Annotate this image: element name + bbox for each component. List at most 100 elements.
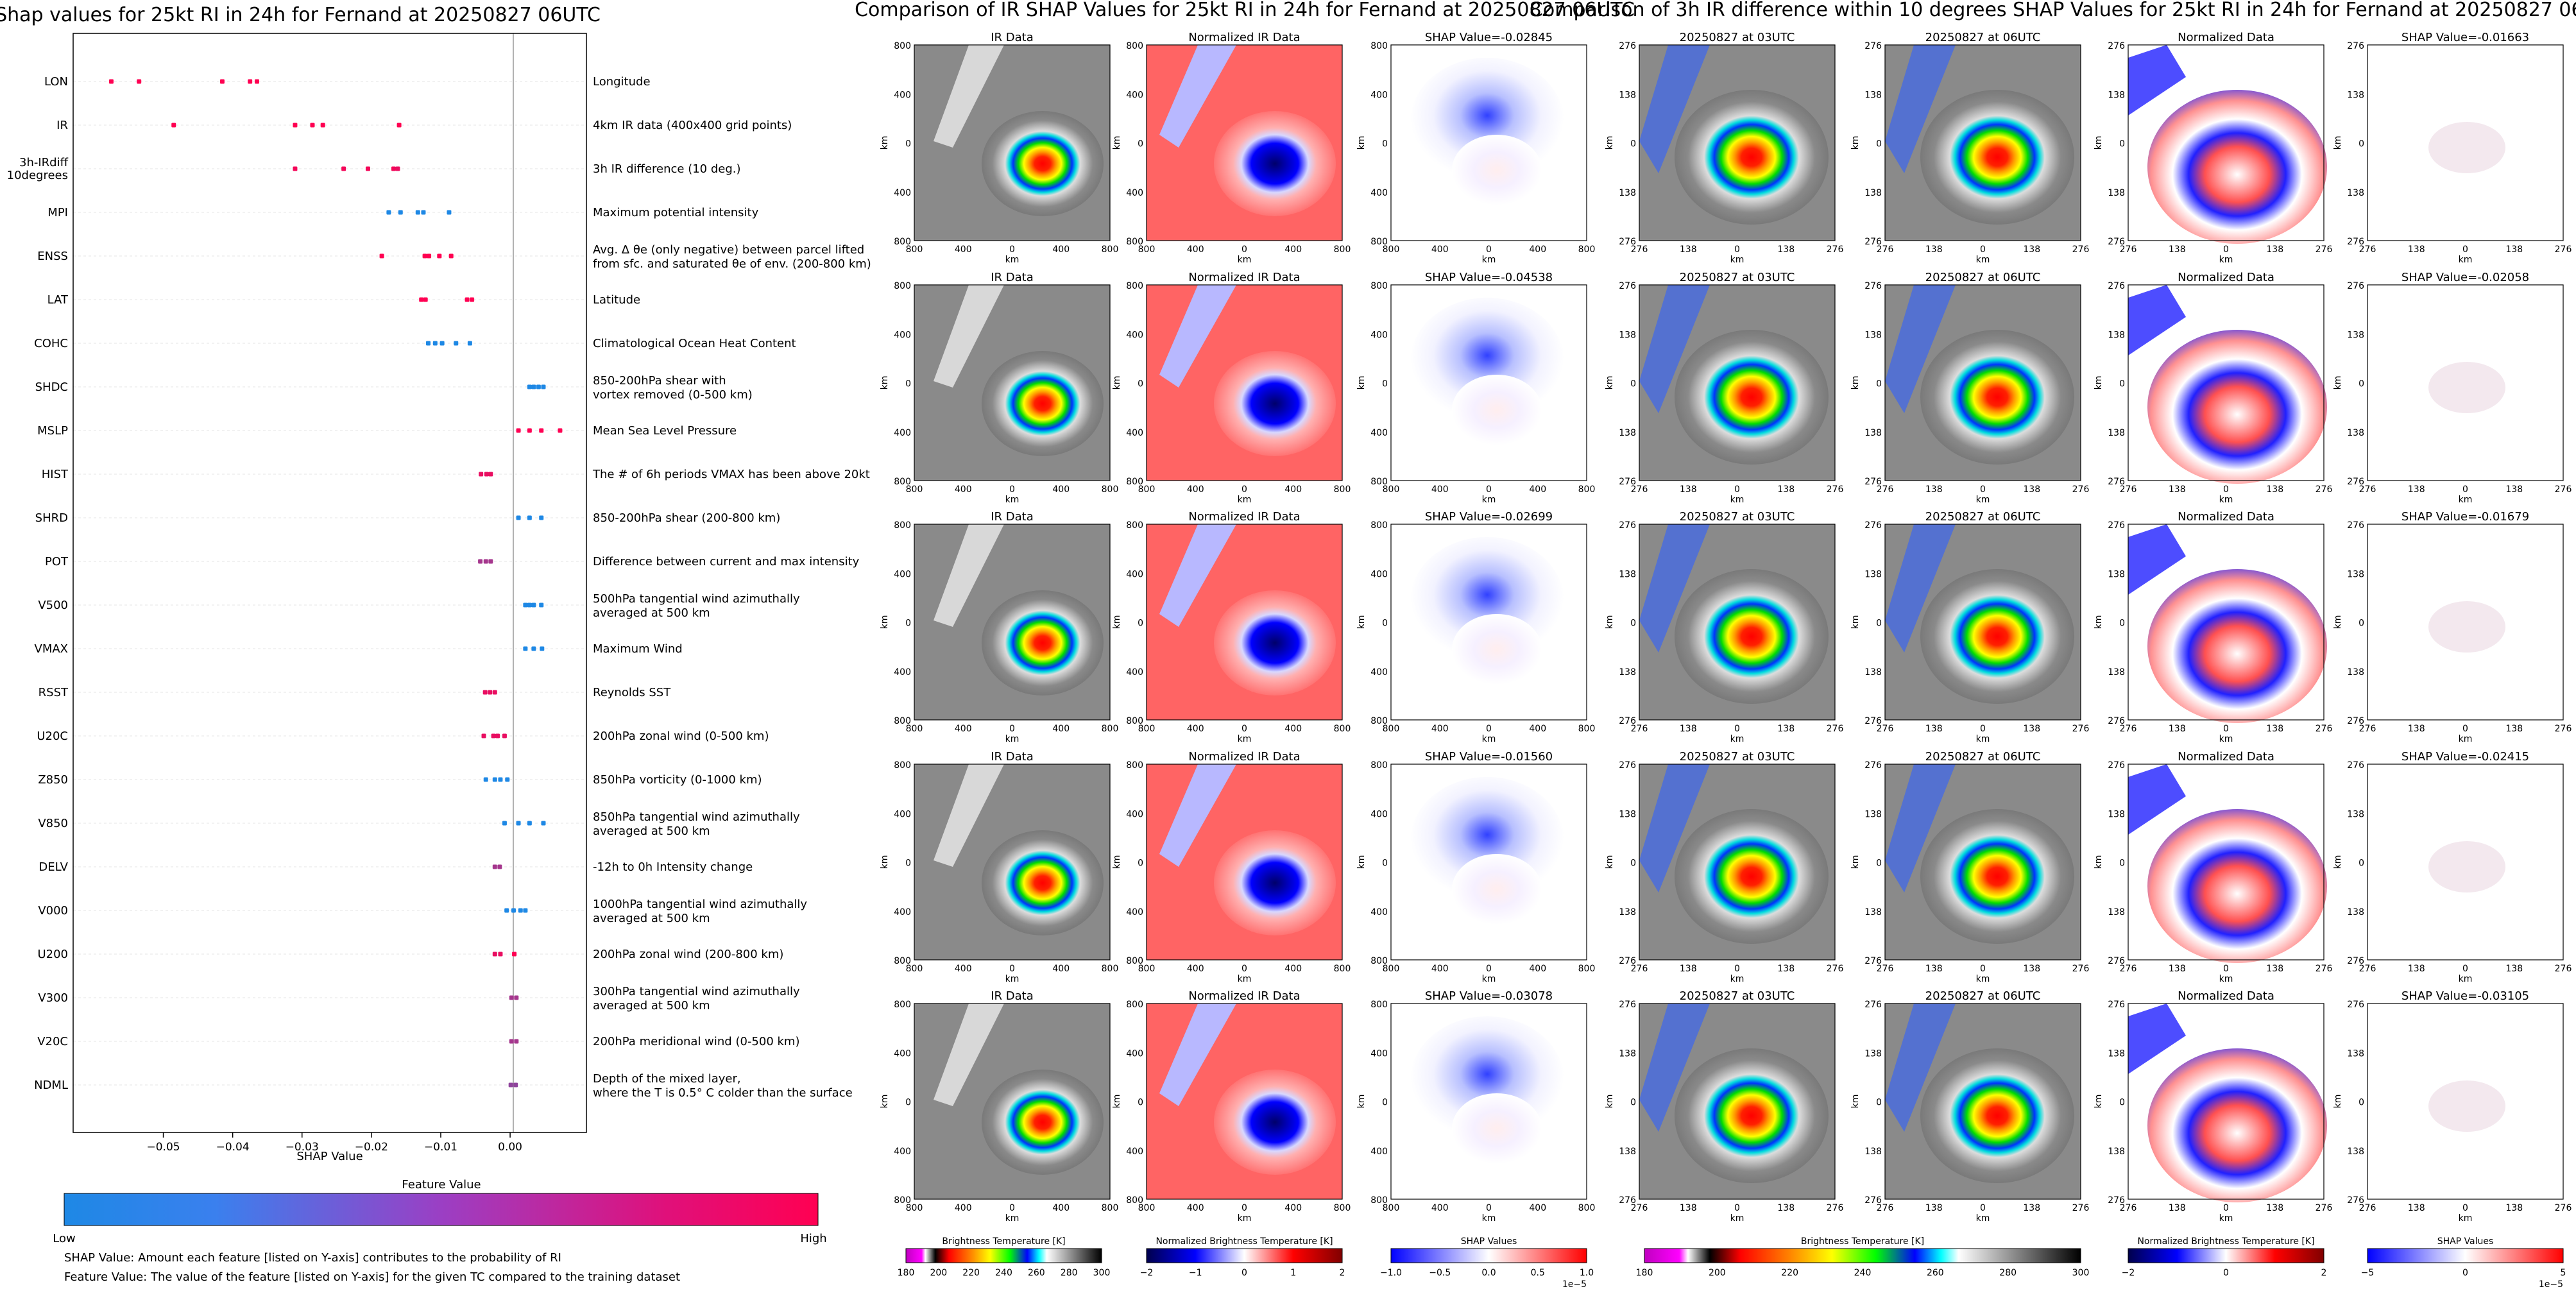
x-tick-label: 276 xyxy=(2316,724,2333,734)
colorbar-tick: 220 xyxy=(962,1268,980,1278)
shap-point xyxy=(527,428,532,433)
feature-note: Feature Value: The value of the feature … xyxy=(64,1270,680,1284)
colorbar-tick: 5 xyxy=(2561,1268,2566,1278)
x-tick-label: 276 xyxy=(2120,244,2137,255)
subplot-title: 20250827 at 03UTC xyxy=(1680,510,1795,524)
subplot-title: Normalized Data xyxy=(2178,271,2274,284)
x-tick-label: 800 xyxy=(1578,484,1596,495)
subplot-title: Normalized IR Data xyxy=(1188,989,1300,1003)
x-tick-label: 138 xyxy=(2169,724,2186,734)
y-tick-label: 276 xyxy=(1619,477,1636,487)
colorbar-tick: 200 xyxy=(930,1268,947,1278)
subplot-title: SHAP Value=-0.02058 xyxy=(2401,271,2529,284)
y-axis-label: km xyxy=(2333,376,2343,390)
feature-label-v000: V000 xyxy=(38,904,68,918)
y-tick-label: 276 xyxy=(2108,760,2125,771)
axes-frame xyxy=(914,524,1111,721)
y-tick-label: 138 xyxy=(1619,1048,1636,1059)
x-axis-label: km xyxy=(1482,1213,1496,1224)
x-axis-label: km xyxy=(2459,495,2473,505)
colorbar-label: SHAP Values xyxy=(1461,1236,1517,1247)
x-tick-label: 0 xyxy=(1241,484,1247,495)
subplot-title: 20250827 at 03UTC xyxy=(1680,989,1795,1003)
diff-storm xyxy=(1920,330,2074,465)
subplot-title: Normalized Data xyxy=(2178,989,2274,1003)
x-tick-label: 0 xyxy=(2223,244,2229,255)
x-tick-label: 276 xyxy=(2359,964,2376,974)
x-tick-label: 400 xyxy=(1052,724,1070,734)
x-tick-label: 138 xyxy=(1777,484,1795,495)
x-tick-label: 800 xyxy=(1383,244,1400,255)
axes-frame xyxy=(1390,1003,1587,1200)
y-tick-label: 276 xyxy=(2347,1195,2364,1206)
x-tick-label: 0 xyxy=(2462,964,2468,974)
x-tick-label: 400 xyxy=(955,724,972,734)
shap-point xyxy=(536,384,541,389)
shap-point xyxy=(495,733,500,738)
feature-label-hist: HIST xyxy=(42,468,69,481)
x-tick-label: 800 xyxy=(1334,964,1351,974)
shap-point xyxy=(512,952,517,957)
y-tick-label: 800 xyxy=(1126,760,1143,771)
x-tick-label: 800 xyxy=(906,484,923,495)
x-tick-label: 276 xyxy=(2555,484,2572,495)
x-tick-label: 138 xyxy=(2023,1203,2040,1213)
axes-frame xyxy=(1639,524,1836,721)
colorbar-tick: 240 xyxy=(1854,1268,1872,1278)
x-axis-label: km xyxy=(1976,974,1990,984)
x-tick-label: 400 xyxy=(955,484,972,495)
feature-label-u200: U200 xyxy=(37,948,68,961)
x-axis-label: km xyxy=(1976,1213,1990,1224)
x-tick-label: 0 xyxy=(2462,724,2468,734)
y-tick-label: 0 xyxy=(1382,379,1388,389)
subplot-title: 20250827 at 06UTC xyxy=(1925,510,2041,524)
x-tick-label: 138 xyxy=(1680,1203,1697,1213)
x-tick-label: 0 xyxy=(2223,724,2229,734)
feature-label-ir: IR xyxy=(56,119,68,132)
y-tick-label: 400 xyxy=(1370,188,1388,198)
y-axis-label: km xyxy=(1356,855,1367,869)
x-tick-label: 400 xyxy=(1431,964,1449,974)
x-tick-label: 0 xyxy=(2223,964,2229,974)
shap-point xyxy=(511,908,516,913)
y-tick-label: 800 xyxy=(1126,281,1143,291)
subplot-title: SHAP Value=-0.03105 xyxy=(2401,989,2529,1003)
y-tick-label: 0 xyxy=(1876,619,1882,629)
x-tick-label: 138 xyxy=(1680,724,1697,734)
feature-label-3h-irdiff: 3h-IRdiff 10degrees xyxy=(7,156,69,182)
shap-point xyxy=(467,341,472,346)
x-tick-label: 138 xyxy=(2023,244,2040,255)
y-tick-label: 138 xyxy=(1864,569,1882,579)
y-tick-label: 800 xyxy=(894,520,911,531)
shap-point xyxy=(478,559,483,564)
diff-storm xyxy=(1675,569,1829,704)
subplot-title: Normalized Data xyxy=(2178,510,2274,524)
subplot-title: 20250827 at 06UTC xyxy=(1925,271,2041,284)
colorbar-tick: 0.0 xyxy=(1481,1268,1496,1278)
x-tick-label: 0 xyxy=(1009,484,1015,495)
axes-frame xyxy=(2367,524,2564,721)
y-tick-label: 400 xyxy=(1126,428,1143,438)
y-tick-label: 276 xyxy=(1619,237,1636,247)
shap-point xyxy=(395,166,400,171)
x-tick-label: −0.02 xyxy=(355,1141,388,1154)
y-tick-label: 0 xyxy=(1138,139,1143,149)
x-tick-label: 800 xyxy=(1138,964,1156,974)
subplot-title: SHAP Value=-0.02699 xyxy=(1425,510,1553,524)
shap-point xyxy=(523,646,528,651)
x-tick-label: 276 xyxy=(1877,964,1894,974)
y-tick-label: 800 xyxy=(1370,1195,1388,1206)
ndiff-blue-corner xyxy=(2128,45,2186,115)
y-tick-label: 138 xyxy=(2108,667,2125,678)
feature-description: 1000hPa tangential wind azimuthally avera… xyxy=(593,898,807,925)
x-tick-label: 0 xyxy=(1980,724,1986,734)
x-tick-label: 138 xyxy=(1925,484,1943,495)
x-axis-label: km xyxy=(1730,495,1744,505)
y-tick-label: 276 xyxy=(2108,1195,2125,1206)
y-tick-label: 0 xyxy=(1630,858,1636,869)
subplot-title: Normalized Data xyxy=(2178,31,2274,44)
colorbar-tick: −2 xyxy=(2122,1268,2135,1278)
y-tick-label: 276 xyxy=(1619,1000,1636,1010)
x-tick-label: 276 xyxy=(2555,244,2572,255)
axes-frame xyxy=(1146,284,1343,481)
